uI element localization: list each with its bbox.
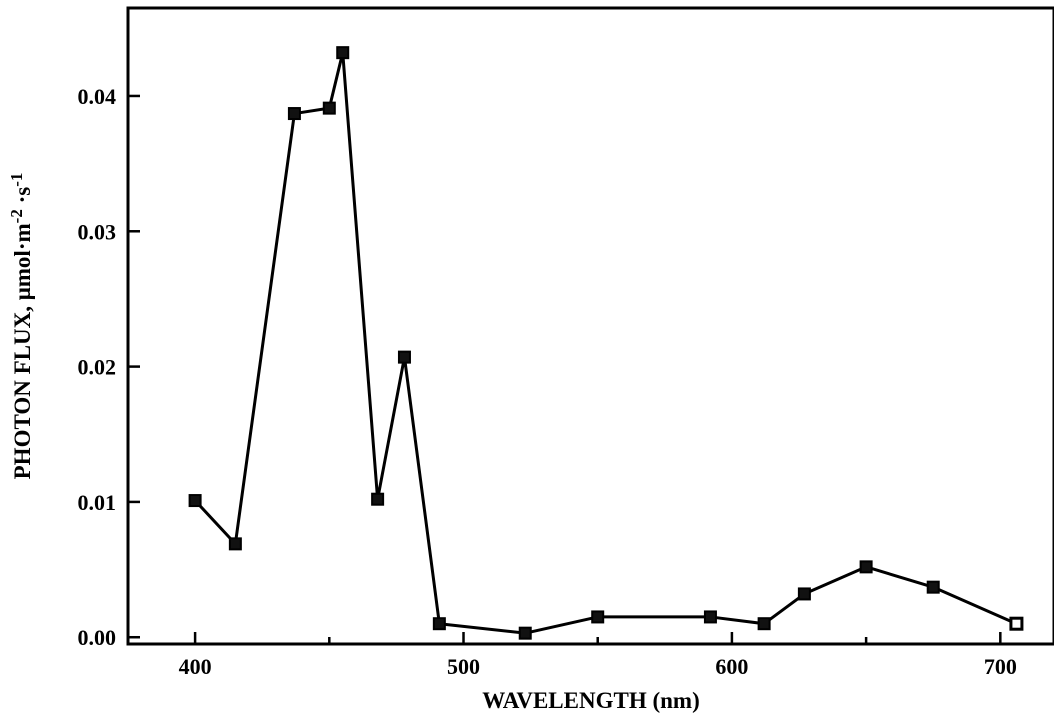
series-group [188, 46, 1024, 640]
x-axis-title: WAVELENGTH (nm) [482, 688, 699, 713]
y-axis-title-mid: ·s [10, 187, 35, 209]
data-point [432, 617, 446, 631]
data-point [322, 101, 336, 115]
data-point [591, 610, 605, 624]
tick-labels: 400 500 600 700 0.00 0.01 0.02 0.03 0.04 [78, 84, 1017, 679]
data-point [1009, 616, 1024, 631]
y-tick-label: 0.00 [78, 625, 117, 650]
y-axis-title-sup2: -1 [7, 173, 26, 187]
y-axis-title: PHOTON FLUX, μmol·m-2 ·s-1 [7, 173, 35, 480]
data-point [336, 46, 350, 60]
y-axis-title-main: PHOTON FLUX, μmol·m [10, 223, 35, 479]
data-point [703, 610, 717, 624]
data-point [859, 560, 873, 574]
x-tick-label: 400 [179, 654, 212, 679]
data-point [757, 617, 771, 631]
y-tick-label: 0.01 [78, 490, 117, 515]
x-tick-label: 700 [984, 654, 1017, 679]
data-point [188, 494, 202, 508]
data-point [287, 107, 301, 121]
y-tick-label: 0.03 [78, 219, 117, 244]
plot-frame [126, 6, 1054, 646]
data-point [926, 580, 940, 594]
x-tick-label: 600 [715, 654, 748, 679]
y-axis-title-sup1: -2 [7, 209, 26, 223]
series-line [194, 51, 1018, 635]
axis-ticks [128, 94, 1002, 644]
data-point [228, 537, 242, 551]
data-point [397, 350, 411, 364]
y-tick-label: 0.02 [78, 355, 117, 380]
data-point [797, 587, 811, 601]
data-point [371, 492, 385, 506]
data-point [518, 626, 532, 640]
y-tick-label: 0.04 [78, 84, 117, 109]
x-tick-label: 500 [447, 654, 480, 679]
